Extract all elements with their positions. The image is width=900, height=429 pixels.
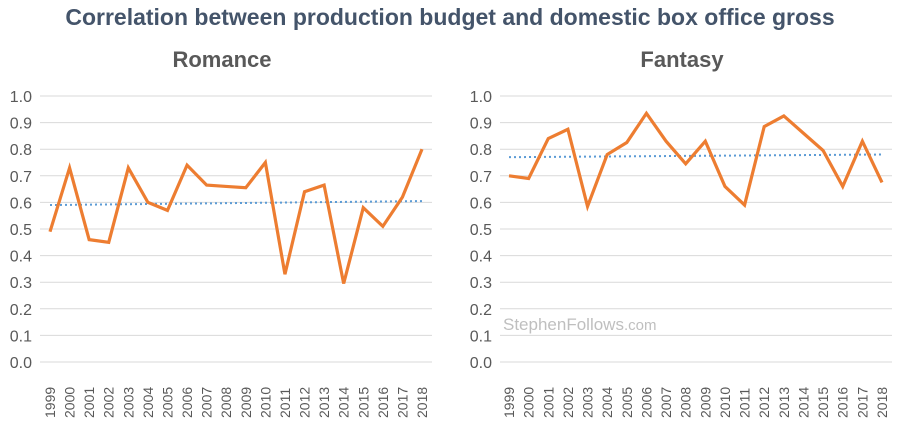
x-tick-label: 2001 — [81, 387, 97, 418]
y-tick-label: 0.2 — [10, 302, 32, 319]
x-tick-label: 2000 — [521, 387, 537, 418]
y-tick-label: 1.0 — [470, 89, 492, 106]
x-tick-label: 2008 — [218, 387, 234, 418]
x-tick-label: 2001 — [540, 387, 556, 418]
y-tick-label: 0.4 — [470, 249, 492, 266]
x-tick-label: 2014 — [336, 387, 352, 418]
x-tick-label: 2017 — [394, 387, 410, 418]
series-line — [50, 149, 422, 283]
y-tick-label: 0.3 — [470, 275, 492, 292]
y-tick-label: 0.7 — [470, 169, 492, 186]
x-tick-label: 2004 — [599, 387, 615, 418]
x-tick-label: 2017 — [854, 387, 870, 418]
x-tick-label: 2016 — [835, 387, 851, 418]
x-tick-label: 2014 — [795, 387, 811, 418]
y-tick-label: 0.6 — [470, 195, 492, 212]
y-tick-label: 0.0 — [10, 355, 32, 372]
trendline — [50, 201, 422, 205]
x-tick-label: 2003 — [580, 387, 596, 418]
x-tick-label: 2010 — [717, 387, 733, 418]
y-tick-label: 0.1 — [10, 328, 32, 345]
x-tick-label: 2010 — [257, 387, 273, 418]
x-tick-label: 2009 — [697, 387, 713, 418]
x-tick-label: 2012 — [756, 387, 772, 418]
figure-title: Correlation between production budget an… — [65, 4, 834, 30]
series-line — [509, 113, 882, 206]
x-tick-label: 2007 — [199, 387, 215, 418]
x-tick-label: 2000 — [62, 387, 78, 418]
y-tick-label: 0.7 — [10, 169, 32, 186]
x-tick-label: 2009 — [238, 387, 254, 418]
x-tick-label: 2013 — [316, 387, 332, 418]
x-tick-label: 1999 — [501, 387, 517, 418]
y-tick-label: 0.5 — [470, 222, 492, 239]
y-tick-label: 0.0 — [470, 355, 492, 372]
panel-title: Fantasy — [640, 47, 724, 72]
y-tick-label: 0.5 — [10, 222, 32, 239]
y-tick-label: 0.8 — [470, 142, 492, 159]
x-tick-label: 2006 — [638, 387, 654, 418]
x-tick-label: 2004 — [140, 387, 156, 418]
x-tick-label: 2006 — [179, 387, 195, 418]
x-tick-label: 2003 — [120, 387, 136, 418]
x-tick-label: 2002 — [101, 387, 117, 418]
fantasy-panel: Fantasy 0.0 0.1 0.2 0.3 0.4 0.5 0.6 0.7 0.8 0.9 1.0… — [470, 47, 892, 418]
y-tick-label: 0.2 — [470, 302, 492, 319]
panel-title: Romance — [172, 47, 271, 72]
y-tick-label: 0.6 — [10, 195, 32, 212]
x-tick-label: 2007 — [658, 387, 674, 418]
x-tick-label: 1999 — [42, 387, 58, 418]
x-tick-label: 2018 — [874, 387, 890, 418]
y-tick-label: 0.9 — [10, 116, 32, 133]
y-tick-label: 0.8 — [10, 142, 32, 159]
x-tick-label: 2012 — [297, 387, 313, 418]
x-tick-label: 2002 — [560, 387, 576, 418]
y-tick-label: 0.1 — [470, 328, 492, 345]
y-tick-label: 0.4 — [10, 249, 32, 266]
x-tick-label: 2015 — [815, 387, 831, 418]
romance-panel: Romance 0.0 0.1 0.2 0.3 0.4 0.5 0.6 0.7 0.8 0.9 1.0… — [10, 47, 432, 418]
x-tick-label: 2005 — [159, 387, 175, 418]
y-tick-label: 0.9 — [470, 116, 492, 133]
x-tick-label: 2013 — [776, 387, 792, 418]
x-tick-label: 2015 — [355, 387, 371, 418]
x-tick-label: 2016 — [375, 387, 391, 418]
y-tick-label: 0.3 — [10, 275, 32, 292]
y-tick-label: 1.0 — [10, 89, 32, 106]
x-tick-label: 2005 — [619, 387, 635, 418]
x-tick-label: 2011 — [277, 388, 293, 418]
watermark: StephenFollows.com — [503, 315, 656, 334]
x-tick-label: 2008 — [678, 387, 694, 418]
x-tick-label: 2011 — [737, 388, 753, 418]
x-tick-label: 2018 — [414, 387, 430, 418]
